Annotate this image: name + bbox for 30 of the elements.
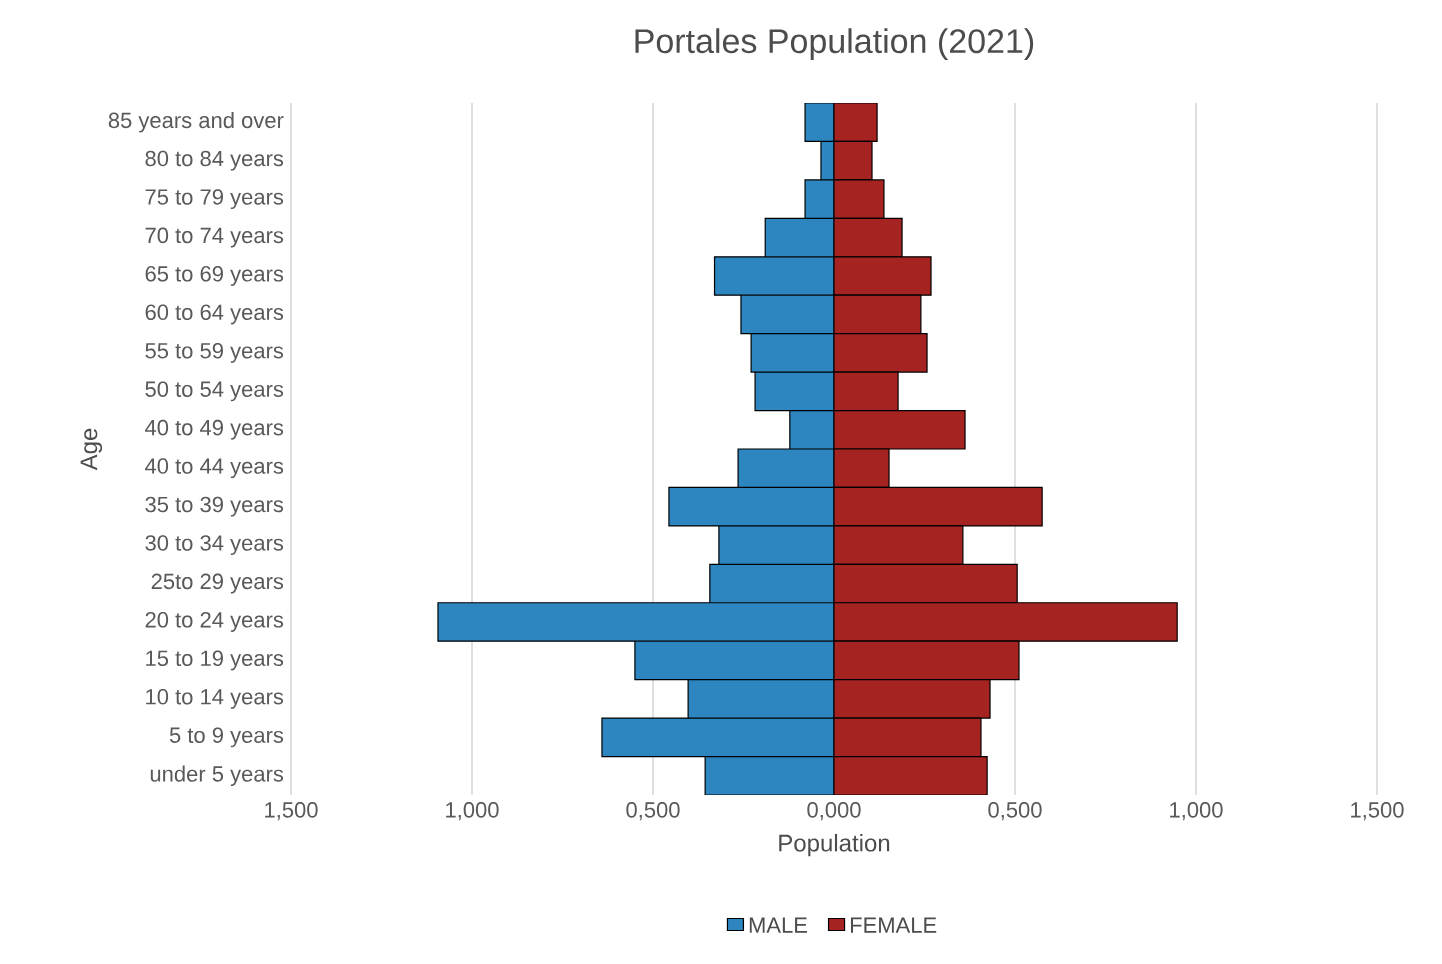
y-axis-title: Age [80,428,103,471]
chart-title: Portales Population (2021) [635,28,1034,60]
y-tick-label: 85 years and over [108,111,284,133]
x-tick-label: 1,500 [1351,802,1404,821]
legend-label: MALE [749,917,807,933]
x-axis-title: Population [779,833,890,857]
y-tick-label: 30 to 34 years [145,535,284,556]
y-tick-label: 60 to 64 years [145,304,284,325]
y-tick-label: 10 to 14 years [146,688,284,709]
legend-label: FEMALE [850,917,937,933]
y-tick-label: 20 to 24 years [145,612,284,632]
x-tick-label: 1,000 [446,802,499,821]
y-tick-label: 75 to 79 years [145,189,284,210]
y-tick-label: 70 to 74 years [145,227,284,248]
y-tick-label: 80 to 84 years [145,150,284,171]
y-tick-label: 40 to 49 years [145,419,284,440]
x-tick-label: 0,500 [988,802,1042,821]
y-tick-label: 35 to 39 years [145,496,284,517]
y-tick-label: 15 to 19 years [146,650,284,671]
y-tick-label: 55 to 59 years [145,342,284,363]
y-tick-label: 50 to 54 years [145,381,284,402]
y-tick-label: 65 to 69 years [145,266,284,286]
y-tick-label: 5 to 9 years [169,727,284,748]
y-tick-label: 40 to 44 years [145,458,284,479]
x-tick-label: 0,000 [807,802,861,821]
x-tick-label: 1,500 [265,802,318,821]
y-tick-label: under 5 years [150,765,284,786]
y-tick-label: 25to 29 years [151,573,284,594]
x-tick-label: 1,000 [1170,802,1223,821]
x-tick-label: 0,500 [626,802,680,821]
